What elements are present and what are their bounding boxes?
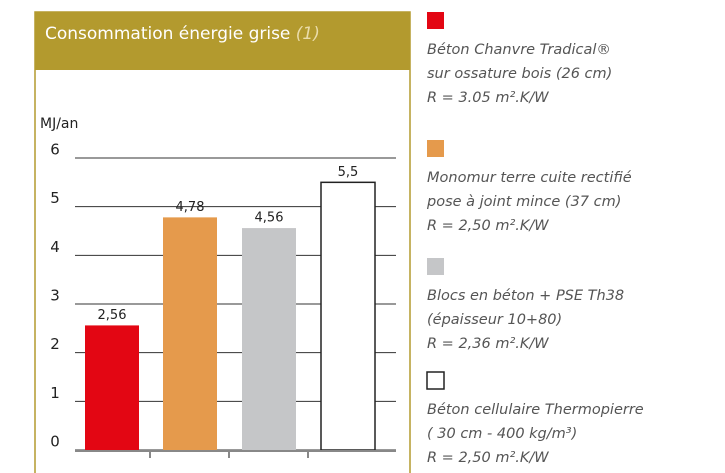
legend-swatch — [427, 12, 444, 29]
legend-text: R = 3.05 m².K/W — [427, 90, 549, 106]
y-tick-label: 5 — [50, 189, 60, 207]
value-label: 5,5 — [338, 165, 359, 180]
legend-text: Monomur terre cuite rectifié — [427, 170, 632, 186]
legend-swatch — [426, 371, 445, 390]
bar — [85, 325, 139, 450]
legend-text: Béton cellulaire Thermopierre — [427, 402, 644, 418]
y-tick-label: 0 — [50, 433, 60, 451]
legend-text: sur ossature bois (26 cm) — [427, 66, 612, 82]
legend-text: (épaisseur 10+80) — [427, 312, 562, 328]
y-tick-label: 6 — [50, 141, 60, 159]
legend-swatch — [427, 140, 444, 157]
header — [35, 12, 410, 70]
value-label: 2,56 — [98, 308, 127, 323]
legend-text: R = 2,36 m².K/W — [427, 336, 549, 352]
y-axis-label: MJ/an — [40, 116, 78, 132]
bar — [320, 181, 376, 451]
y-tick-label: 3 — [50, 287, 60, 305]
legend-text: ( 30 cm - 400 kg/m³) — [427, 426, 577, 442]
bar — [242, 228, 296, 450]
chart-title-group: Consommation énergie grise (1) — [45, 24, 320, 44]
legend-text: Blocs en béton + PSE Th38 — [427, 288, 624, 304]
y-tick-label: 1 — [50, 384, 60, 402]
legend-text: R = 2,50 m².K/W — [427, 218, 549, 234]
value-label: 4,78 — [176, 200, 205, 215]
legend-swatch — [427, 258, 444, 275]
legend-text: pose à joint mince (37 cm) — [426, 194, 621, 210]
legend-text: R = 2,50 m².K/W — [427, 450, 549, 466]
chart-title: Consommation énergie grise — [45, 24, 290, 44]
title-note: (1) — [296, 24, 320, 44]
bar — [163, 217, 217, 450]
value-label: 4,56 — [255, 211, 284, 226]
legend-text: Béton Chanvre Tradical® — [427, 42, 611, 58]
y-tick-label: 2 — [50, 335, 60, 353]
y-tick-label: 4 — [50, 238, 60, 256]
